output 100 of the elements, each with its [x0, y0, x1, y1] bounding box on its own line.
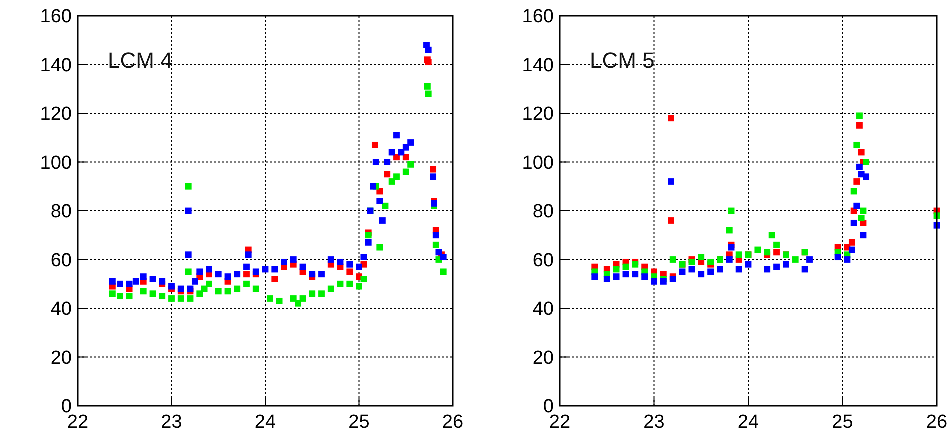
- point: [140, 288, 147, 295]
- x-tick-label: 25: [348, 412, 370, 433]
- point: [196, 268, 204, 276]
- point: [424, 83, 431, 90]
- point: [318, 290, 325, 298]
- point: [848, 239, 856, 246]
- point: [290, 256, 297, 263]
- point: [431, 200, 438, 207]
- point: [388, 178, 396, 185]
- point: [858, 215, 865, 222]
- x-tick-label: 22: [549, 412, 571, 433]
- point: [150, 276, 156, 282]
- point: [356, 264, 362, 270]
- point: [206, 280, 212, 288]
- point: [860, 232, 867, 239]
- y-tick-label: 80: [50, 202, 72, 223]
- point: [425, 90, 432, 98]
- point: [806, 256, 813, 263]
- point: [309, 290, 316, 298]
- point: [168, 283, 175, 290]
- point: [109, 278, 116, 285]
- point: [187, 296, 194, 302]
- point: [613, 266, 620, 273]
- point: [346, 280, 354, 288]
- point: [276, 298, 283, 304]
- point: [178, 286, 184, 292]
- point: [856, 112, 863, 120]
- point: [328, 256, 334, 263]
- y-tick-label: 120: [522, 104, 554, 126]
- point: [745, 261, 752, 268]
- point: [856, 164, 863, 170]
- point: [318, 271, 325, 278]
- point: [668, 115, 674, 122]
- y-tick-label: 20: [532, 348, 554, 369]
- point: [206, 266, 212, 273]
- point: [670, 276, 676, 282]
- point: [440, 254, 447, 261]
- point: [382, 202, 389, 210]
- point: [726, 227, 733, 234]
- point: [365, 239, 372, 246]
- point: [398, 149, 405, 156]
- point: [774, 249, 780, 256]
- point: [668, 178, 674, 185]
- point: [854, 178, 860, 185]
- point: [834, 254, 842, 261]
- point: [774, 264, 780, 270]
- point: [234, 271, 241, 278]
- point: [140, 274, 147, 280]
- point: [432, 242, 440, 248]
- point: [679, 268, 686, 276]
- point: [365, 232, 372, 239]
- point: [168, 296, 175, 302]
- point: [848, 246, 856, 254]
- point: [592, 274, 598, 280]
- point: [328, 286, 334, 292]
- point: [376, 244, 384, 251]
- point: [116, 280, 124, 288]
- point: [632, 261, 639, 268]
- point: [436, 249, 442, 256]
- point: [717, 266, 724, 273]
- point: [185, 183, 192, 190]
- point: [224, 288, 232, 295]
- y-tick-label: 40: [50, 299, 72, 320]
- point: [726, 256, 733, 263]
- point: [402, 154, 410, 161]
- point: [736, 252, 742, 258]
- point: [384, 159, 391, 166]
- point: [432, 232, 440, 239]
- point: [360, 276, 368, 282]
- point: [109, 290, 116, 298]
- point: [116, 293, 124, 300]
- point: [394, 132, 400, 139]
- point: [394, 174, 400, 180]
- point: [856, 122, 863, 129]
- point: [337, 280, 344, 288]
- point: [215, 271, 222, 278]
- y-tick-label: 140: [40, 55, 72, 76]
- point: [346, 268, 354, 276]
- point: [774, 242, 780, 248]
- point: [622, 264, 630, 270]
- point: [430, 166, 437, 173]
- point: [642, 274, 648, 280]
- point: [215, 288, 222, 295]
- point: [192, 278, 198, 285]
- point: [132, 278, 140, 285]
- point: [754, 246, 762, 254]
- point: [224, 274, 232, 280]
- x-tick-label: 25: [832, 412, 854, 433]
- point: [708, 268, 714, 276]
- x-tick-label: 22: [67, 412, 89, 433]
- point: [792, 256, 799, 263]
- point: [272, 266, 278, 273]
- point: [372, 142, 378, 148]
- point: [728, 244, 735, 251]
- point: [252, 268, 260, 276]
- point: [844, 256, 851, 263]
- point: [379, 218, 386, 224]
- point: [660, 278, 667, 285]
- point: [252, 286, 260, 292]
- point: [290, 296, 297, 302]
